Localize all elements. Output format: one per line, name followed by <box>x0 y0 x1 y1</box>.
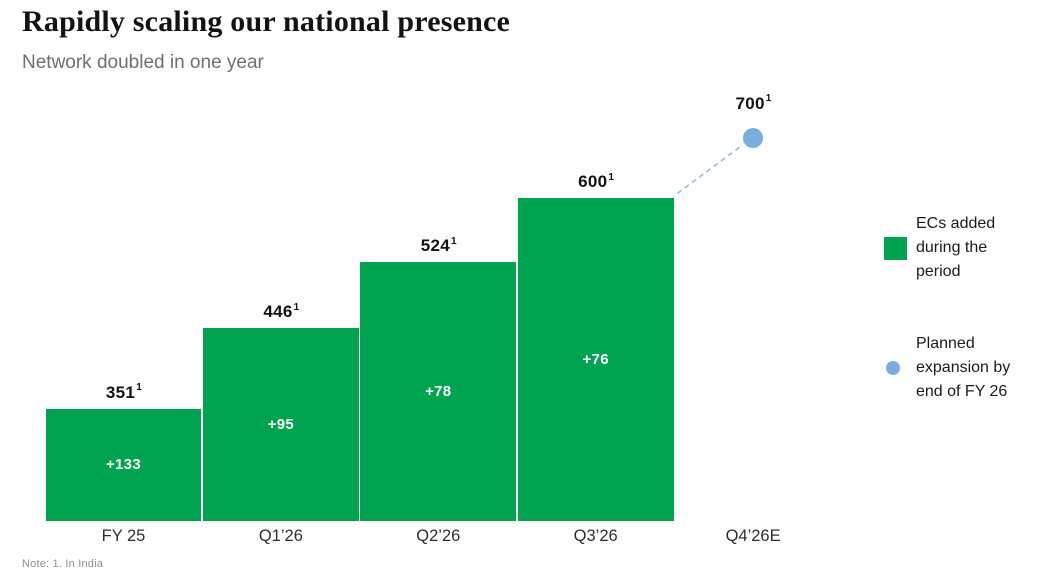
bar-total-label: 3511 <box>105 381 143 402</box>
page-subtitle: Network doubled in one year <box>22 52 264 73</box>
bar-added-label: +133 <box>105 456 141 474</box>
x-axis-label-fy-25: FY 25 <box>101 527 146 545</box>
legend-item-label: Planned expansion by end of FY 26 <box>916 335 1011 400</box>
bar-fy-25: +133 <box>45 408 202 521</box>
x-axis-label-q2-26: Q2’26 <box>416 527 461 545</box>
x-axis-label-q3-26: Q3’26 <box>573 527 618 545</box>
connector-dashed-line <box>677 145 742 194</box>
green-square-icon <box>884 236 907 260</box>
legend-item-ecs-added: ECs added during the period <box>884 212 1034 284</box>
planned-expansion-dot <box>743 128 764 148</box>
blue-dot-icon <box>886 361 900 375</box>
planned-total-label: 7001 <box>735 93 772 113</box>
x-axis-label-q1-26: Q1’26 <box>258 527 303 545</box>
bar-added-label: +76 <box>582 351 609 369</box>
footnote: Note: 1. In India <box>22 558 104 570</box>
x-axis-label-q4-26e: Q4’26E <box>725 527 781 545</box>
bar-q1-26: +95 <box>203 328 359 521</box>
bar-total-label: 5241 <box>420 235 457 256</box>
bar-added-label: +78 <box>425 383 452 401</box>
legend: ECs added during the period Planned expa… <box>884 212 1034 404</box>
bar-added-label: +95 <box>267 416 295 434</box>
bar-q3-26: +76 <box>517 198 674 521</box>
page-title: Rapidly scaling our national presence <box>22 5 511 38</box>
bar-total-label: 4461 <box>263 301 300 322</box>
legend-item-label: ECs added during the period <box>916 215 996 280</box>
bar-total-label: 6001 <box>578 171 615 192</box>
legend-item-planned-expansion: Planned expansion by end of FY 26 <box>884 332 1034 404</box>
bar-q2-26: +78 <box>360 262 517 521</box>
